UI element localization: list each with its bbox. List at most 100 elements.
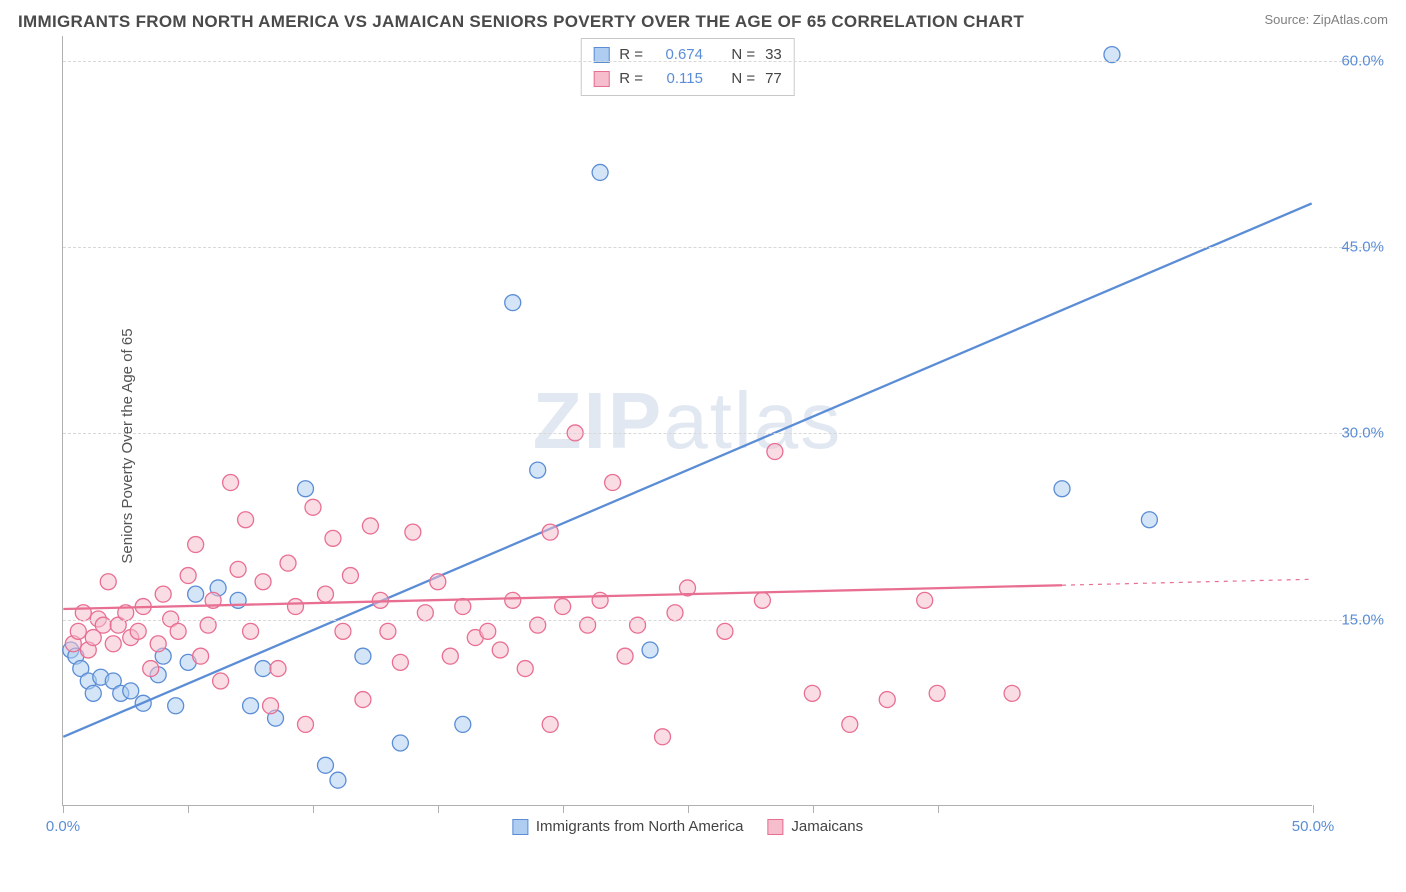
scatter-point-jam — [213, 673, 229, 689]
scatter-point-jam — [130, 623, 146, 639]
gridline-h — [63, 433, 1382, 434]
scatter-point-jam — [155, 586, 171, 602]
scatter-point-jam — [355, 692, 371, 708]
chart-title: IMMIGRANTS FROM NORTH AMERICA VS JAMAICA… — [18, 12, 1024, 32]
scatter-point-jam — [298, 716, 314, 732]
scatter-point-jam — [917, 592, 933, 608]
scatter-point-jam — [542, 524, 558, 540]
n-label: N = — [731, 43, 755, 67]
scatter-point-jam — [143, 661, 159, 677]
x-tick — [188, 805, 189, 813]
scatter-point-na — [455, 716, 471, 732]
scatter-point-jam — [362, 518, 378, 534]
x-tick — [438, 805, 439, 813]
stats-box: R =0.674 N = 33R =0.115 N = 77 — [580, 38, 795, 96]
scatter-point-jam — [492, 642, 508, 658]
scatter-point-jam — [592, 592, 608, 608]
scatter-point-jam — [555, 599, 571, 615]
legend-item-na: Immigrants from North America — [512, 818, 744, 835]
scatter-point-jam — [667, 605, 683, 621]
scatter-point-jam — [70, 623, 86, 639]
scatter-point-jam — [405, 524, 421, 540]
scatter-point-jam — [804, 685, 820, 701]
scatter-point-na — [1141, 512, 1157, 528]
scatter-point-jam — [288, 599, 304, 615]
scatter-point-jam — [188, 537, 204, 553]
scatter-point-na — [85, 685, 101, 701]
scatter-point-na — [168, 698, 184, 714]
scatter-point-jam — [442, 648, 458, 664]
scatter-point-jam — [879, 692, 895, 708]
bottom-legend: Immigrants from North America Jamaicans — [512, 818, 863, 835]
scatter-point-jam — [243, 623, 259, 639]
scatter-point-jam — [455, 599, 471, 615]
scatter-point-jam — [325, 530, 341, 546]
gridline-h — [63, 247, 1382, 248]
scatter-point-na — [243, 698, 259, 714]
scatter-point-na — [642, 642, 658, 658]
gridline-h — [63, 61, 1382, 62]
plot-area: ZIPatlas R =0.674 N = 33R =0.115 N = 77 … — [62, 36, 1312, 806]
scatter-point-jam — [842, 716, 858, 732]
y-tick-label: 15.0% — [1341, 611, 1384, 628]
scatter-point-na — [255, 661, 271, 677]
scatter-point-na — [330, 772, 346, 788]
r-label: R = — [619, 67, 643, 91]
x-tick — [563, 805, 564, 813]
scatter-point-jam — [280, 555, 296, 571]
scatter-point-jam — [335, 623, 351, 639]
source-link[interactable]: ZipAtlas.com — [1313, 12, 1388, 27]
x-tick-label: 0.0% — [46, 818, 80, 835]
scatter-point-jam — [717, 623, 733, 639]
scatter-point-jam — [542, 716, 558, 732]
scatter-point-na — [317, 757, 333, 773]
y-tick-label: 30.0% — [1341, 425, 1384, 442]
scatter-point-na — [298, 481, 314, 497]
scatter-point-jam — [342, 568, 358, 584]
r-value-jam: 0.115 — [653, 67, 703, 91]
scatter-point-na — [530, 462, 546, 478]
correlation-chart: Seniors Poverty Over the Age of 65 ZIPat… — [18, 36, 1388, 856]
scatter-point-jam — [430, 574, 446, 590]
trend-line-jam-dashed — [1062, 579, 1312, 585]
scatter-point-jam — [617, 648, 633, 664]
x-tick — [813, 805, 814, 813]
scatter-point-jam — [263, 698, 279, 714]
x-tick — [938, 805, 939, 813]
scatter-point-jam — [929, 685, 945, 701]
scatter-point-na — [188, 586, 204, 602]
scatter-point-jam — [605, 475, 621, 491]
scatter-point-jam — [1004, 685, 1020, 701]
legend-item-jam: Jamaicans — [767, 818, 863, 835]
chart-svg — [63, 36, 1312, 805]
scatter-point-jam — [170, 623, 186, 639]
x-tick — [63, 805, 64, 813]
stats-row-na: R =0.674 N = 33 — [593, 43, 782, 67]
scatter-point-jam — [230, 561, 246, 577]
r-label: R = — [619, 43, 643, 67]
scatter-point-na — [592, 164, 608, 180]
legend-label-jam: Jamaicans — [791, 818, 863, 835]
scatter-point-jam — [180, 568, 196, 584]
scatter-point-jam — [380, 623, 396, 639]
scatter-point-na — [392, 735, 408, 751]
y-tick-label: 60.0% — [1341, 52, 1384, 69]
swatch-jam — [593, 71, 609, 87]
scatter-point-na — [123, 683, 139, 699]
scatter-point-na — [1054, 481, 1070, 497]
scatter-point-jam — [105, 636, 121, 652]
legend-swatch-na — [512, 819, 528, 835]
r-value-na: 0.674 — [653, 43, 703, 67]
scatter-point-jam — [754, 592, 770, 608]
x-tick — [688, 805, 689, 813]
scatter-point-jam — [417, 605, 433, 621]
scatter-point-jam — [238, 512, 254, 528]
scatter-point-jam — [317, 586, 333, 602]
scatter-point-jam — [505, 592, 521, 608]
legend-label-na: Immigrants from North America — [536, 818, 744, 835]
scatter-point-jam — [100, 574, 116, 590]
x-tick-label: 50.0% — [1292, 818, 1335, 835]
scatter-point-jam — [655, 729, 671, 745]
y-tick-label: 45.0% — [1341, 239, 1384, 256]
trend-line-na — [63, 203, 1311, 736]
